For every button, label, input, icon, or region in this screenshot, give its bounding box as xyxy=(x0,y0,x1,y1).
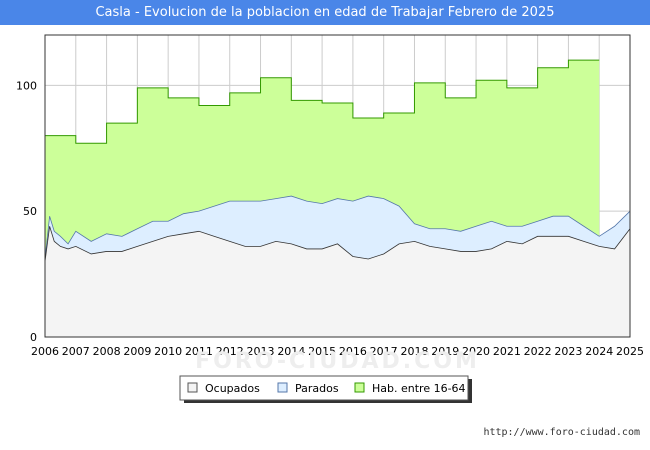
legend-label: Parados xyxy=(295,382,339,395)
legend xyxy=(179,375,469,401)
x-tick-label: 2022 xyxy=(524,345,552,358)
watermark: FORO-CIUDAD.COM xyxy=(195,349,480,374)
legend-swatch xyxy=(187,382,198,393)
x-tick-label: 2025 xyxy=(616,345,644,358)
x-tick-label: 2011 xyxy=(185,345,213,358)
plot-frame xyxy=(44,34,631,338)
series-area-ocupados xyxy=(45,226,630,337)
legend-label: Hab. entre 16-64 xyxy=(372,382,466,395)
legend-swatch xyxy=(354,382,365,393)
x-tick-label: 2017 xyxy=(370,345,398,358)
x-tick-label: 2023 xyxy=(554,345,582,358)
series-line-ocupados xyxy=(44,226,631,262)
y-tick-label: 0 xyxy=(30,331,37,344)
series-line-parados xyxy=(44,195,631,260)
x-tick-label: 2014 xyxy=(277,345,305,358)
x-tick-label: 2021 xyxy=(493,345,521,358)
source-url: http://www.foro-ciudad.com xyxy=(483,427,640,438)
x-tick-label: 2015 xyxy=(308,345,336,358)
chart-title: Casla - Evolucion de la poblacion en eda… xyxy=(0,0,650,25)
x-tick-label: 2013 xyxy=(247,345,275,358)
x-tick-label: 2024 xyxy=(585,345,613,358)
x-tick-label: 2012 xyxy=(216,345,244,358)
legend-label: Ocupados xyxy=(205,382,260,395)
series-line-hab-16-64 xyxy=(45,59,600,144)
y-tick-label: 100 xyxy=(16,79,37,92)
x-tick-label: 2007 xyxy=(62,345,90,358)
x-tick-label: 2020 xyxy=(462,345,490,358)
x-tick-label: 2009 xyxy=(123,345,151,358)
x-tick-label: 2019 xyxy=(431,345,459,358)
x-tick-label: 2018 xyxy=(400,345,428,358)
y-tick-label: 50 xyxy=(23,205,37,218)
legend-swatch xyxy=(277,382,288,393)
x-tick-label: 2008 xyxy=(93,345,121,358)
x-tick-label: 2006 xyxy=(31,345,59,358)
x-tick-label: 2016 xyxy=(339,345,367,358)
x-tick-label: 2010 xyxy=(154,345,182,358)
